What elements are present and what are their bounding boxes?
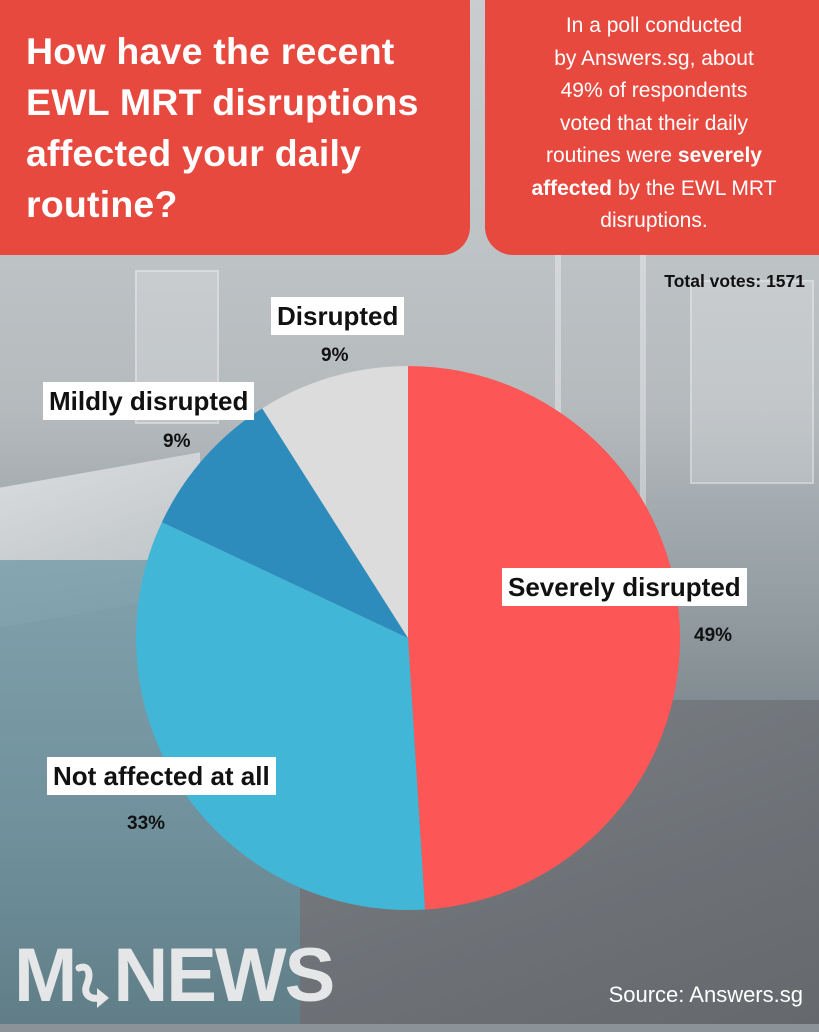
label-not-affected: Not affected at all: [47, 757, 276, 795]
label-severely-disrupted: Severely disrupted: [502, 568, 747, 606]
title-line: routine?: [26, 183, 178, 225]
background-pole: [640, 255, 646, 615]
pct-disrupted: 9%: [321, 345, 349, 366]
chart-title: How have the recent EWL MRT disruptions …: [26, 26, 470, 230]
pie-slices: [136, 366, 680, 910]
summary-line: In a poll conducted: [565, 14, 743, 37]
title-line: affected your daily: [26, 132, 362, 174]
pie-slice-not-affected-at-all: [136, 522, 426, 910]
title-panel: How have the recent EWL MRT disruptions …: [0, 0, 470, 255]
pie-slice-mildly-disrupted: [161, 408, 408, 638]
label-disrupted: Disrupted: [271, 297, 405, 335]
logo-letter-m: M: [14, 932, 77, 1018]
summary-text: In a poll conducted by Answers.sg, about…: [499, 10, 809, 238]
summary-panel: In a poll conducted by Answers.sg, about…: [485, 0, 819, 255]
mnews-logo: M NEWS: [14, 933, 335, 1018]
label-mildly-disrupted: Mildly disrupted: [43, 382, 255, 420]
pct-mildly-disrupted: 9%: [163, 431, 191, 452]
summary-emphasis: severely: [677, 144, 762, 167]
pct-severely-disrupted: 49%: [694, 625, 733, 646]
summary-line: routines were: [546, 144, 678, 167]
total-votes: Total votes: 1571: [664, 271, 805, 291]
background-window: [690, 280, 814, 484]
summary-line: by Answers.sg, about: [554, 46, 754, 70]
summary-line: by the EWL MRT: [611, 176, 777, 200]
title-line: EWL MRT disruptions: [26, 81, 419, 123]
pie-slice-disrupted: [262, 366, 408, 638]
title-line: How have the recent: [26, 30, 395, 72]
pct-not-affected: 33%: [127, 813, 166, 834]
source-credit: Source: Answers.sg: [608, 982, 803, 1007]
summary-line: voted that their daily: [560, 111, 748, 135]
logo-word-news: NEWS: [113, 932, 335, 1018]
pie-slice-severely-disrupted: [408, 366, 680, 910]
summary-emphasis: affected: [531, 176, 612, 200]
summary-line: 49% of respondents: [560, 79, 748, 102]
logo-arrow-icon: [75, 945, 113, 1008]
summary-line: disruptions.: [600, 209, 708, 232]
